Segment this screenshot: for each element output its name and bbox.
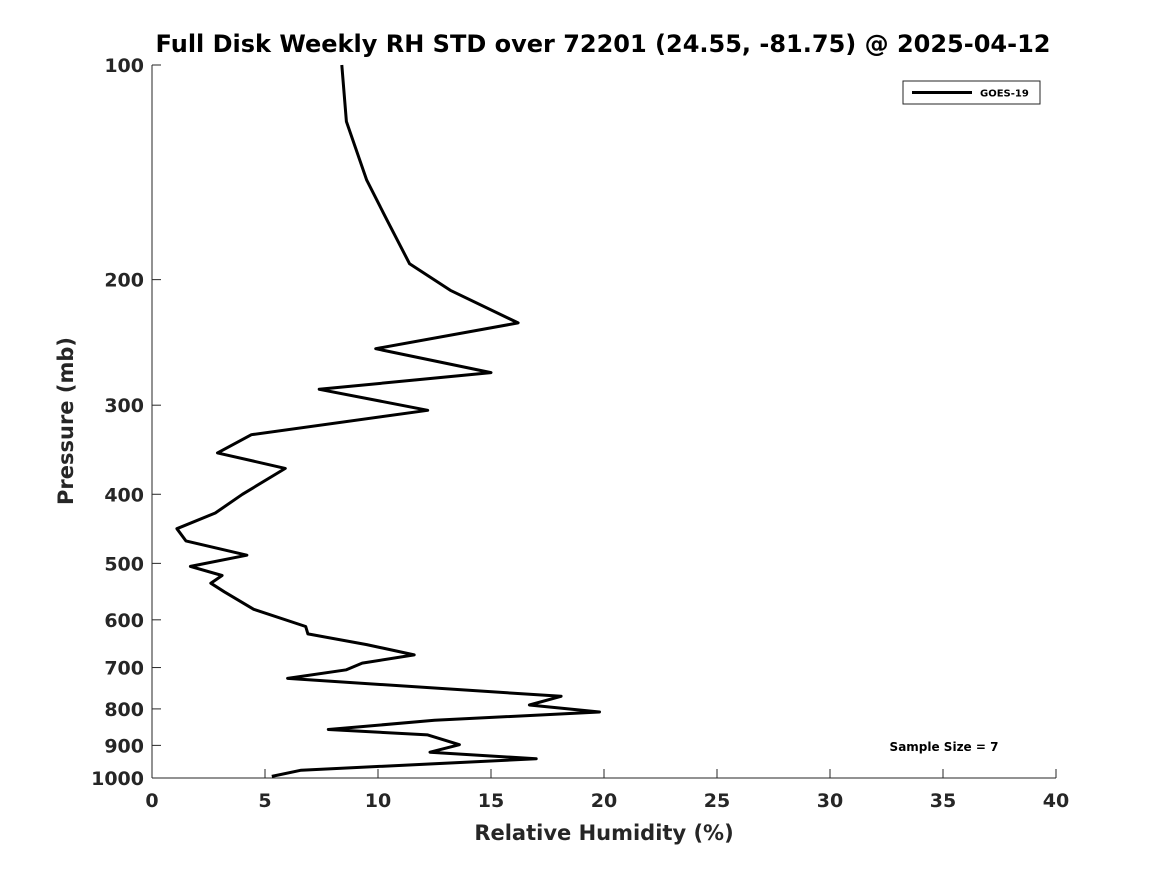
y-tick-label: 1000 <box>91 768 144 790</box>
y-tick-label: 200 <box>104 270 144 292</box>
x-tick-label: 35 <box>930 790 956 812</box>
x-tick-label: 0 <box>145 790 158 812</box>
x-tick-label: 25 <box>704 790 730 812</box>
y-tick-label: 700 <box>104 658 144 680</box>
y-tick-label: 400 <box>104 484 144 506</box>
chart-title: Full Disk Weekly RH STD over 72201 (24.5… <box>156 30 1051 58</box>
legend-label: GOES-19 <box>980 89 1029 100</box>
x-tick-label: 30 <box>817 790 843 812</box>
y-tick-label: 300 <box>104 395 144 417</box>
series-layer <box>175 64 601 778</box>
x-tick-label: 20 <box>591 790 617 812</box>
series-line <box>175 64 601 778</box>
x-tick-label: 15 <box>478 790 504 812</box>
y-tick-label: 500 <box>104 553 144 575</box>
x-ticks: 0 5 10 15 20 25 30 35 40 <box>145 769 1069 812</box>
y-tick-label: 900 <box>104 735 144 757</box>
y-tick-label: 600 <box>104 610 144 632</box>
x-tick-label: 10 <box>365 790 391 812</box>
y-tick-label: 800 <box>104 699 144 721</box>
x-tick-label: 5 <box>258 790 271 812</box>
x-tick-label: 40 <box>1043 790 1069 812</box>
y-axis-label: Pressure (mb) <box>54 337 78 505</box>
sample-size-annotation: Sample Size = 7 <box>890 740 999 754</box>
x-axis-label: Relative Humidity (%) <box>474 821 733 845</box>
y-ticks: 100 200 300 400 500 600 700 800 900 1000 <box>91 55 161 790</box>
y-tick-label: 100 <box>104 55 144 77</box>
axes <box>151 65 1056 779</box>
legend: GOES-19 <box>902 80 1041 105</box>
